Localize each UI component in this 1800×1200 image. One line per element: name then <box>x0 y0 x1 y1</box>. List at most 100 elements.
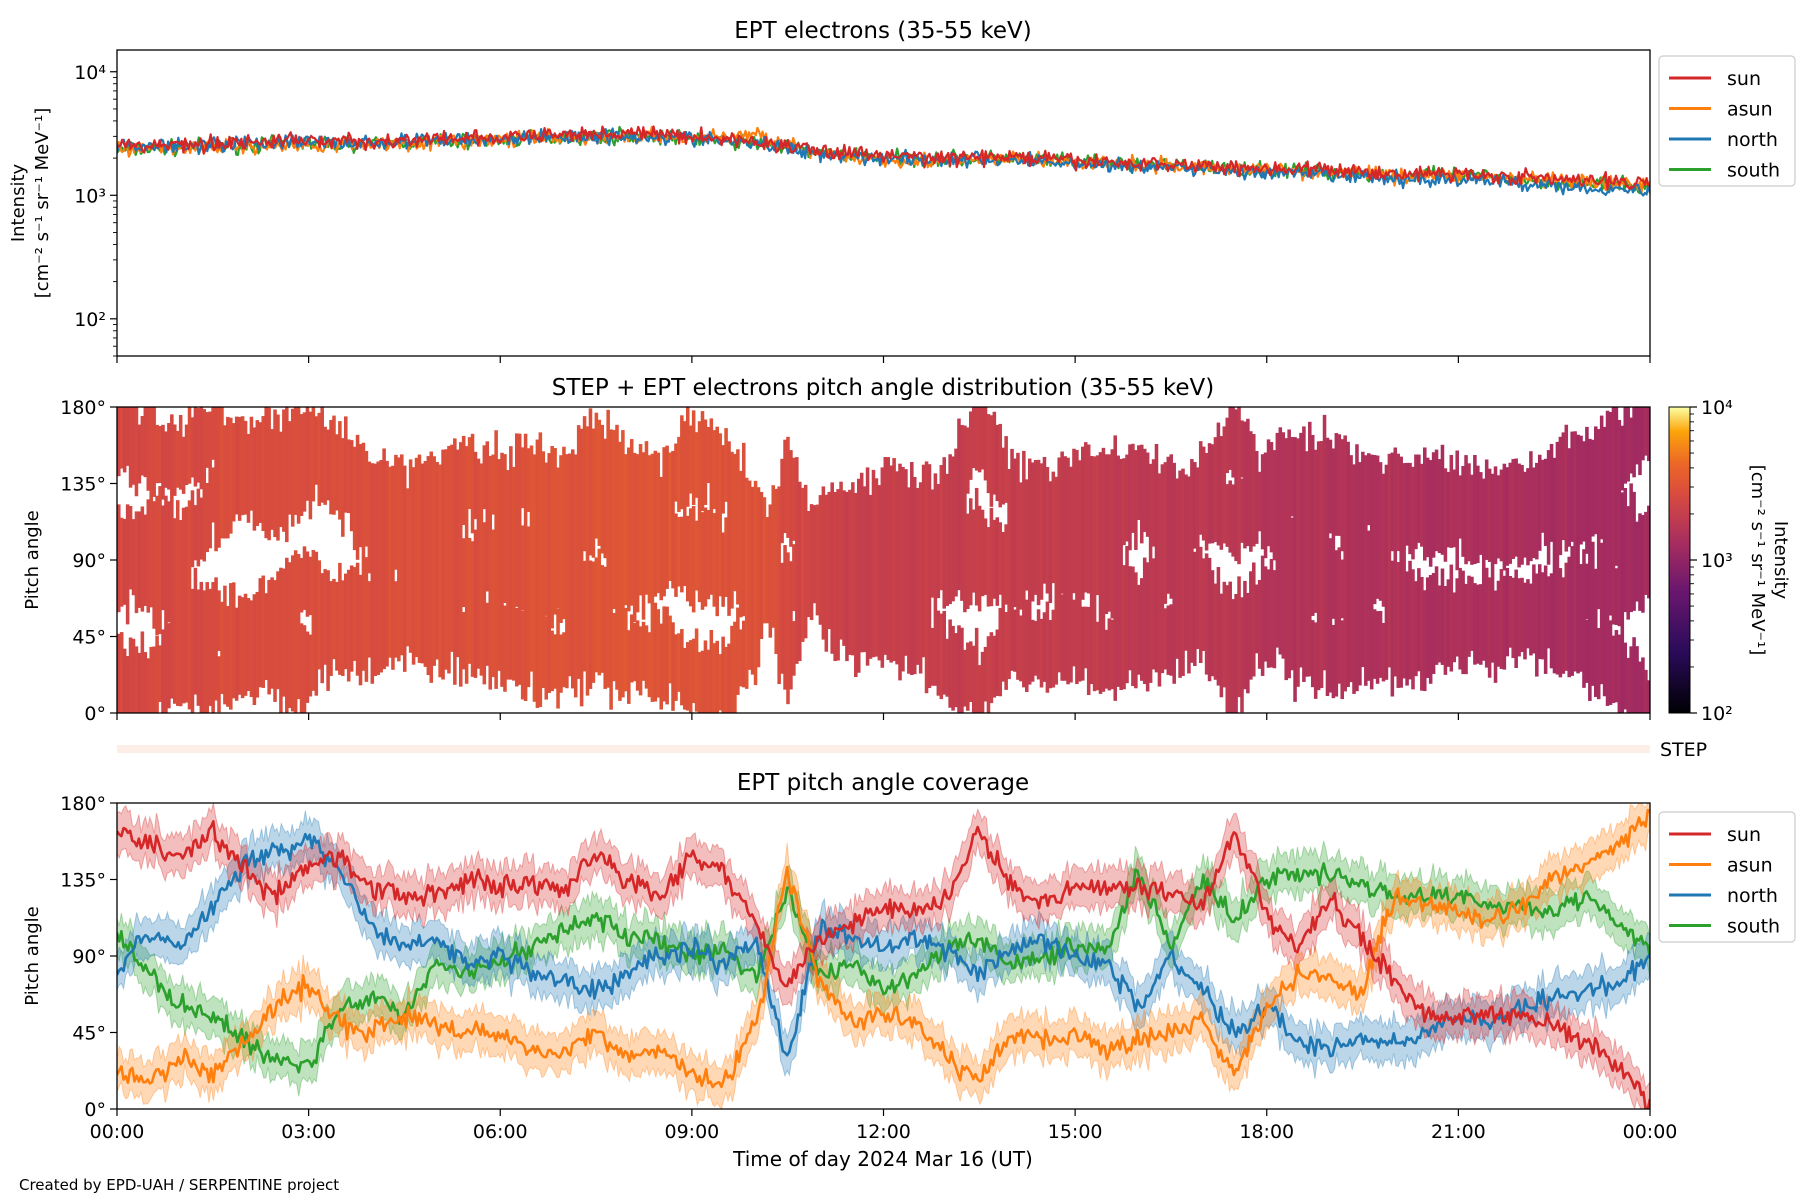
y-tick-label: 180° <box>60 397 106 419</box>
x-tick-label: 18:00 <box>1239 1121 1294 1143</box>
heatmap-cell <box>715 426 720 617</box>
heatmap-cell <box>229 583 233 710</box>
heatmap-cell <box>1635 521 1639 602</box>
heatmap-cell <box>1632 637 1636 713</box>
heatmap-cell <box>1193 462 1197 549</box>
heatmap-cell <box>556 608 560 709</box>
heatmap-cell <box>526 526 531 688</box>
heatmap-cell <box>1543 565 1548 674</box>
heatmap-cell <box>653 602 658 702</box>
heatmap-cell <box>1526 579 1530 649</box>
heatmap-cell <box>1555 441 1560 675</box>
x-tick-label: 21:00 <box>1431 1121 1486 1143</box>
heatmap-cell <box>512 466 516 681</box>
heatmap-cell <box>479 463 484 676</box>
heatmap-cell <box>756 487 761 668</box>
heatmap-cell <box>1558 568 1563 678</box>
heatmap-cell <box>423 460 428 667</box>
heatmap-cell <box>727 643 731 713</box>
heatmap-cell <box>544 616 549 700</box>
heatmap-cell <box>1240 478 1244 543</box>
heatmap-cell <box>158 426 162 484</box>
heatmap-cell <box>1561 577 1566 674</box>
heatmap-cell <box>662 606 666 702</box>
heatmap-cell <box>1608 620 1613 705</box>
heatmap-cell <box>226 605 230 707</box>
heatmap-cell <box>299 414 304 516</box>
panel3-bands <box>117 803 1650 1109</box>
heatmap-cell <box>1461 570 1465 675</box>
heatmap-cell <box>924 461 929 694</box>
heatmap-cell <box>264 593 268 681</box>
heatmap-cell <box>217 590 221 651</box>
heatmap-cell <box>1219 436 1224 550</box>
heatmap-cell <box>438 464 442 678</box>
colorbar-ticks: 10² 10³ 10⁴ <box>1690 397 1733 725</box>
heatmap-cell <box>915 487 920 665</box>
heatmap-cell <box>1340 559 1344 619</box>
heatmap-cell <box>983 518 988 595</box>
heatmap-cell <box>1532 564 1536 654</box>
heatmap-cell <box>143 514 148 606</box>
heatmap-cell <box>688 425 693 494</box>
heatmap-cell <box>1275 432 1280 648</box>
heatmap-cell <box>683 421 687 587</box>
heatmap-cell <box>1617 419 1622 627</box>
heatmap-cell <box>700 411 705 512</box>
heatmap-cell <box>1181 468 1185 676</box>
heatmap-cell <box>703 640 708 713</box>
heatmap-cell <box>1467 463 1471 562</box>
heatmap-cell <box>1352 464 1356 694</box>
heatmap-cell <box>323 569 327 665</box>
heatmap-cell <box>240 597 245 699</box>
heatmap-cell <box>308 634 313 697</box>
heatmap-cell <box>1198 546 1203 664</box>
heatmap-cell <box>1552 457 1557 674</box>
heatmap-cell <box>181 436 186 494</box>
heatmap-cell <box>470 541 475 677</box>
heatmap-cell <box>874 478 879 657</box>
heatmap-cell <box>181 507 186 704</box>
heatmap-cell <box>1207 443 1212 544</box>
heatmap-cell <box>1349 455 1353 683</box>
heatmap-cell <box>131 407 136 485</box>
heatmap-cell <box>1131 443 1135 533</box>
heatmap-cell <box>338 562 342 675</box>
heatmap-cell <box>1104 629 1109 689</box>
heatmap-cell <box>1561 432 1566 541</box>
heatmap-cell <box>1614 568 1619 626</box>
heatmap-cell <box>146 658 151 713</box>
heatmap-cell <box>1343 435 1347 692</box>
heatmap-cell <box>155 424 159 484</box>
heatmap-cell <box>1042 612 1047 682</box>
heatmap-cell <box>600 424 605 554</box>
heatmap-cell <box>1434 566 1439 665</box>
heatmap-cell <box>736 449 740 605</box>
heatmap-cell <box>1234 593 1238 713</box>
heatmap-cell <box>514 433 519 607</box>
heatmap-cell <box>957 418 961 591</box>
heatmap-cell <box>1505 567 1510 657</box>
heatmap-cell <box>739 470 743 618</box>
heatmap-cell <box>1576 434 1580 674</box>
heatmap-cell <box>1019 482 1023 610</box>
heatmap-cell <box>1623 642 1628 710</box>
heatmap-cell <box>1293 437 1297 702</box>
heatmap-cell <box>473 451 478 520</box>
heatmap-cell <box>1408 462 1412 555</box>
y-tick-label: 90° <box>72 550 106 572</box>
heatmap-cell <box>1328 439 1333 534</box>
heatmap-cell <box>918 482 923 674</box>
heatmap-cell <box>167 623 171 709</box>
heatmap-cell <box>736 607 740 695</box>
heatmap-cell <box>290 408 295 527</box>
heatmap-cell <box>1148 463 1153 683</box>
heatmap-cell <box>279 567 283 713</box>
heatmap-cell <box>1446 471 1451 548</box>
heatmap-cell <box>1461 466 1465 557</box>
heatmap-cell <box>1172 462 1176 684</box>
heatmap-cell <box>1075 449 1079 685</box>
panel1-ylabel-line2: [cm⁻² s⁻¹ sr⁻¹ MeV⁻¹] <box>32 108 53 299</box>
heatmap-cell <box>980 407 985 470</box>
heatmap-cell <box>1231 599 1235 713</box>
